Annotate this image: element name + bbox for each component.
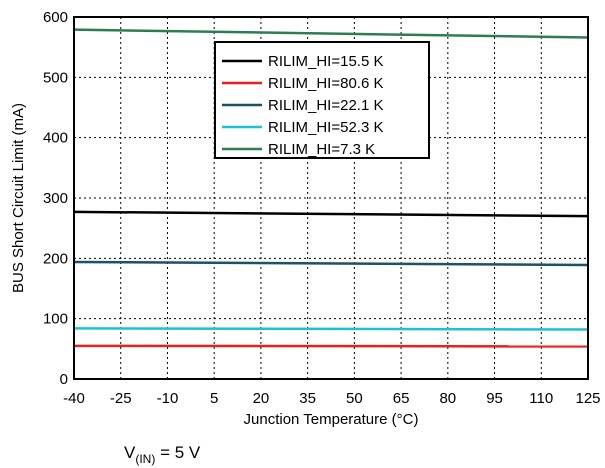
- caption-value: = 5 V: [155, 443, 201, 462]
- x-axis-title: Junction Temperature (°C): [244, 411, 419, 428]
- x-tick-label: 80: [439, 390, 456, 407]
- series-line-1: [73, 210, 589, 218]
- series-line-4: [73, 327, 589, 331]
- x-tick-label: 110: [529, 390, 553, 407]
- x-tick-label: 20: [253, 390, 270, 407]
- legend-label: RILIM_HI=80.6 K: [268, 75, 383, 92]
- legend-label: RILIM_HI=15.5 K: [268, 53, 383, 70]
- x-tick-label: -25: [110, 390, 132, 407]
- y-tick-label: 300: [43, 190, 68, 207]
- y-tick-label: 0: [60, 371, 68, 388]
- x-tick-label: 65: [393, 390, 410, 407]
- x-tick-labels: -40 -25 -10 5 20 35 50 65 80 95 110 125: [63, 390, 600, 407]
- caption-v: V: [124, 443, 136, 462]
- y-tick-label: 400: [43, 130, 68, 147]
- series-lines: [73, 28, 589, 348]
- y-tick-label: 200: [43, 250, 68, 267]
- y-tick-label: 600: [43, 9, 68, 26]
- y-tick-labels: 0 100 200 300 400 500 600: [43, 9, 68, 388]
- series-line-2: [73, 344, 589, 348]
- x-tick-label: -40: [63, 390, 85, 407]
- legend-label: RILIM_HI=52.3 K: [268, 119, 383, 136]
- series-line-3: [73, 260, 589, 267]
- legend-label: RILIM_HI=22.1 K: [268, 97, 383, 114]
- x-tick-label: 125: [575, 390, 600, 407]
- legend-label: RILIM_HI=7.3 K: [268, 141, 375, 158]
- x-tick-label: 35: [299, 390, 316, 407]
- x-tick-label: -10: [157, 390, 179, 407]
- y-tick-label: 500: [43, 69, 68, 86]
- x-tick-label: 95: [486, 390, 503, 407]
- caption-subscript: (IN): [135, 452, 155, 466]
- y-axis-title: BUS Short Circuit Limit (mA): [10, 103, 27, 293]
- x-tick-label: 5: [210, 390, 218, 407]
- x-tick-label: 50: [346, 390, 363, 407]
- series-line-5: [73, 28, 589, 39]
- legend: RILIM_HI=15.5 K RILIM_HI=80.6 K RILIM_HI=2…: [214, 41, 430, 159]
- y-tick-label: 100: [43, 311, 68, 328]
- plot-frame: [73, 16, 589, 380]
- caption: V(IN) = 5 V: [124, 443, 201, 466]
